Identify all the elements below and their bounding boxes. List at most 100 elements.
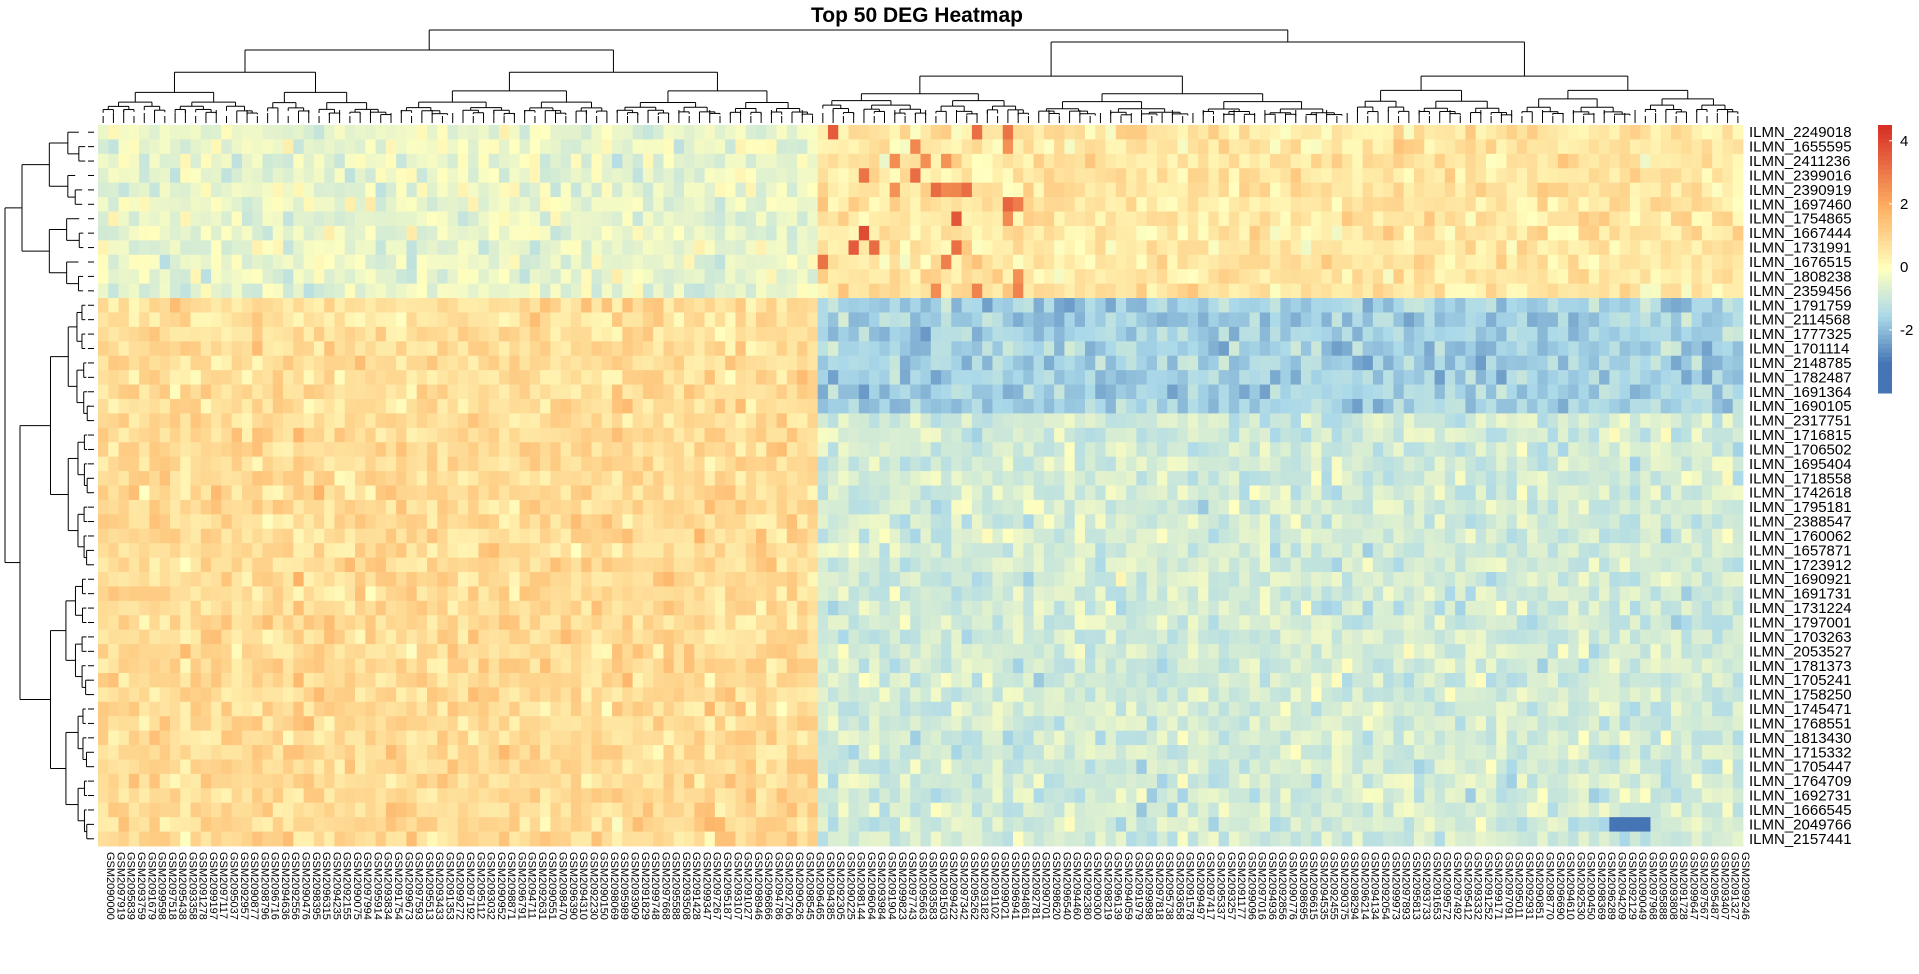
heatmap-cell xyxy=(1187,456,1199,472)
heatmap-cell xyxy=(1177,197,1189,212)
heatmap-cell xyxy=(581,283,592,299)
heatmap-cell xyxy=(982,427,993,443)
heatmap-cell xyxy=(355,168,366,184)
heatmap-cell xyxy=(231,283,243,299)
heatmap-cell xyxy=(1321,211,1333,227)
heatmap-cell xyxy=(786,139,798,155)
heatmap-cell xyxy=(1290,125,1302,140)
heatmap-cell xyxy=(992,168,1004,184)
heatmap-cell xyxy=(385,168,397,184)
heatmap-cell xyxy=(252,240,263,256)
heatmap-cell xyxy=(1002,197,1014,212)
heatmap-cell xyxy=(540,225,551,241)
heatmap-cell xyxy=(1126,139,1137,155)
heatmap-cell xyxy=(797,442,808,458)
heatmap-cell xyxy=(396,211,407,227)
heatmap-cell xyxy=(1372,312,1384,328)
heatmap-cell xyxy=(344,370,356,385)
heatmap-cell xyxy=(540,341,551,357)
heatmap-cell xyxy=(1732,168,1744,184)
heatmap-cell xyxy=(1701,240,1713,256)
heatmap-cell xyxy=(1588,413,1600,429)
heatmap-cell xyxy=(1013,254,1024,270)
heatmap-cell xyxy=(1660,182,1672,198)
heatmap-cell xyxy=(1085,139,1096,155)
heatmap-cell xyxy=(1290,182,1302,198)
heatmap-cell xyxy=(1578,456,1590,472)
heatmap-cell xyxy=(663,254,675,270)
heatmap-cell xyxy=(879,442,891,458)
heatmap-cell xyxy=(221,326,233,342)
heatmap-cell xyxy=(807,442,819,458)
heatmap-cell xyxy=(385,153,397,169)
heatmap-cell xyxy=(766,471,777,486)
heatmap-cell xyxy=(1671,168,1682,184)
heatmap-cell xyxy=(1660,125,1672,140)
heatmap-cell xyxy=(756,298,767,313)
heatmap-cell xyxy=(1331,326,1343,342)
heatmap-cell xyxy=(1660,471,1672,486)
heatmap-cell xyxy=(1629,398,1641,414)
heatmap-cell xyxy=(231,298,243,313)
heatmap-cell xyxy=(447,326,459,342)
heatmap-cell xyxy=(1629,240,1641,256)
heatmap-cell xyxy=(128,384,140,400)
heatmap-cell xyxy=(1023,283,1034,299)
heatmap-cell xyxy=(396,283,407,299)
heatmap-cell xyxy=(601,456,613,472)
heatmap-cell xyxy=(1331,398,1343,414)
heatmap-cell xyxy=(1485,485,1497,501)
heatmap-cell xyxy=(714,211,726,227)
heatmap-cell xyxy=(427,312,438,328)
heatmap-cell xyxy=(262,298,274,313)
heatmap-cell xyxy=(550,341,562,357)
heatmap-cell xyxy=(1054,326,1065,342)
heatmap-cell xyxy=(1671,197,1682,212)
heatmap-cell xyxy=(1671,485,1682,501)
heatmap-cell xyxy=(1671,153,1682,169)
heatmap-cell xyxy=(1002,384,1014,400)
heatmap-cell xyxy=(1228,442,1240,458)
heatmap-cell xyxy=(231,427,243,443)
heatmap-cell xyxy=(1506,197,1518,212)
heatmap-cell xyxy=(1414,197,1425,212)
heatmap-cell xyxy=(1290,312,1302,328)
heatmap-cell xyxy=(694,355,705,371)
heatmap-cell xyxy=(437,370,448,385)
heatmap-cell xyxy=(663,326,675,342)
heatmap-cell xyxy=(1650,298,1662,313)
heatmap-cell xyxy=(1424,413,1435,429)
heatmap-cell xyxy=(1557,398,1569,414)
heatmap-cell xyxy=(416,456,428,472)
heatmap-cell xyxy=(756,326,767,342)
heatmap-cell xyxy=(961,197,973,212)
heatmap-cell xyxy=(457,442,469,458)
heatmap-cell xyxy=(961,413,973,429)
heatmap-cell xyxy=(889,182,901,198)
heatmap-cell xyxy=(684,225,695,241)
heatmap-cell xyxy=(1599,225,1610,241)
heatmap-cell xyxy=(1280,427,1292,443)
heatmap-cell xyxy=(1342,168,1353,184)
heatmap-cell xyxy=(447,211,459,227)
heatmap-cell xyxy=(488,298,500,313)
heatmap-cell xyxy=(1537,384,1549,400)
heatmap-cell xyxy=(128,442,140,458)
heatmap-cell xyxy=(910,168,921,184)
heatmap-cell xyxy=(200,283,212,299)
heatmap-cell xyxy=(1547,384,1559,400)
heatmap-cell xyxy=(1671,283,1682,299)
heatmap-cell xyxy=(1167,471,1178,486)
heatmap-cell xyxy=(1342,384,1353,400)
heatmap-cell xyxy=(1033,211,1045,227)
heatmap-cell xyxy=(1311,197,1322,212)
heatmap-cell xyxy=(1054,442,1065,458)
heatmap-cell xyxy=(1383,240,1394,256)
heatmap-cell xyxy=(211,326,222,342)
heatmap-cell xyxy=(468,413,479,429)
heatmap-cell xyxy=(1712,456,1723,472)
heatmap-cell xyxy=(632,312,644,328)
heatmap-cell xyxy=(1434,153,1446,169)
heatmap-cell xyxy=(1444,398,1456,414)
heatmap-cell xyxy=(704,471,716,486)
